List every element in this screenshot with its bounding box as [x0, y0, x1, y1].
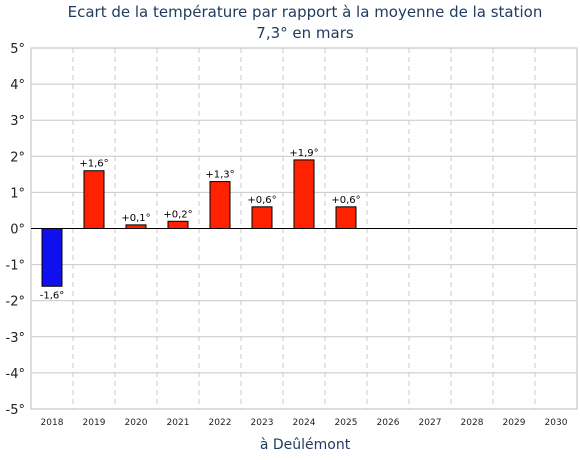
x-tick-label: 2023 [251, 418, 274, 428]
y-tick-label: 3° [10, 114, 25, 129]
data-label: +0,6° [247, 195, 276, 206]
data-label: +1,6° [79, 159, 108, 170]
bar [83, 170, 105, 230]
x-tick-label: 2027 [419, 418, 442, 428]
x-tick-label: 2029 [503, 418, 526, 428]
bar [167, 220, 189, 229]
x-tick-label: 2026 [377, 418, 400, 428]
chart-title: Ecart de la température par rapport à la… [68, 3, 543, 21]
x-axis: 2018 2019 2020 2021 2022 2023 2024 2025 2026 2027… [41, 418, 568, 428]
data-label: +1,3° [205, 170, 234, 181]
x-tick-label: 2028 [461, 418, 484, 428]
data-label: +0,2° [163, 209, 192, 220]
bar [293, 159, 315, 229]
x-axis-label: à Deûlémont [260, 437, 351, 453]
y-tick-label: 4° [10, 78, 25, 93]
x-tick-label: 2025 [335, 418, 358, 428]
x-tick-label: 2019 [83, 418, 106, 428]
y-tick-label: -5° [6, 403, 25, 418]
bar [41, 228, 63, 287]
x-tick-label: 2022 [209, 418, 232, 428]
y-tick-label: 1° [10, 186, 25, 201]
y-axis: 5° 4° 3° 2° 1° 0° -1° -2° -3° -4° -5° [6, 42, 25, 418]
y-tick-label: -2° [6, 295, 25, 310]
bar [209, 181, 231, 230]
grid [30, 47, 578, 410]
bars [41, 159, 357, 287]
y-tick-label: -1° [6, 259, 25, 274]
y-tick-label: 2° [10, 150, 25, 165]
x-tick-label: 2030 [545, 418, 568, 428]
x-tick-label: 2024 [293, 418, 316, 428]
data-label: +1,9° [289, 148, 318, 159]
y-tick-label: 0° [10, 223, 25, 238]
chart-subtitle: 7,3° en mars [256, 24, 354, 42]
bar [125, 224, 147, 229]
data-label: +0,1° [121, 213, 150, 224]
bar [251, 206, 273, 229]
y-tick-label: -4° [6, 367, 25, 382]
data-label: +0,6° [331, 195, 360, 206]
bar [335, 206, 357, 229]
y-tick-label: -3° [6, 331, 25, 346]
y-tick-label: 5° [10, 42, 25, 57]
x-tick-label: 2020 [125, 418, 148, 428]
x-tick-label: 2021 [167, 418, 190, 428]
data-label: -1,6° [40, 290, 65, 301]
x-tick-label: 2018 [41, 418, 64, 428]
data-labels: -1,6° +1,6° +0,1° +0,2° +1,3° +0,6° +1,9° +0,6° [40, 148, 361, 301]
